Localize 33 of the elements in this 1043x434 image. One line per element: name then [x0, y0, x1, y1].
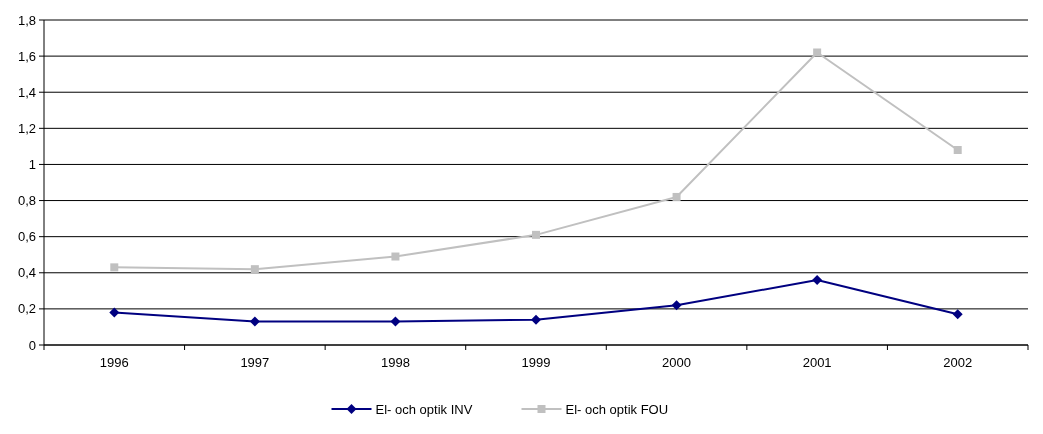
x-tick-label: 1996 — [99, 355, 129, 370]
point — [109, 307, 120, 318]
x-tick-label: 1999 — [521, 355, 551, 370]
x-tick-label: 1998 — [380, 355, 410, 370]
point — [249, 316, 260, 327]
y-tick-label: 0,8 — [17, 193, 36, 209]
point — [531, 314, 541, 325]
point — [532, 230, 540, 239]
y-tick-label: 1 — [28, 156, 36, 172]
legend-label: El- och optik FOU — [565, 401, 669, 417]
legend-label: El- och optik INV — [375, 401, 473, 417]
y-tick-label: 0,4 — [17, 265, 36, 281]
y-tick-label: 0,6 — [17, 229, 36, 245]
point — [250, 265, 259, 274]
point — [952, 309, 963, 320]
x-tick-label: 2000 — [662, 355, 692, 370]
point — [110, 263, 119, 272]
y-tick-label: 0,2 — [17, 301, 36, 317]
x-tick-label: 2002 — [943, 355, 973, 370]
point — [671, 300, 682, 311]
y-tick-label: 0 — [28, 337, 36, 353]
y-tick-label: 1,6 — [17, 48, 36, 64]
x-tick-label: 1997 — [240, 355, 270, 370]
y-tick-label: 1,2 — [17, 120, 36, 136]
point — [672, 192, 681, 201]
point — [813, 48, 822, 57]
y-tick-label: 1,4 — [17, 84, 36, 100]
x-tick-label: 2001 — [802, 355, 832, 370]
point — [391, 252, 400, 261]
point — [953, 146, 962, 154]
point — [390, 316, 401, 327]
y-tick-label: 1,8 — [17, 12, 36, 28]
point — [812, 275, 823, 285]
